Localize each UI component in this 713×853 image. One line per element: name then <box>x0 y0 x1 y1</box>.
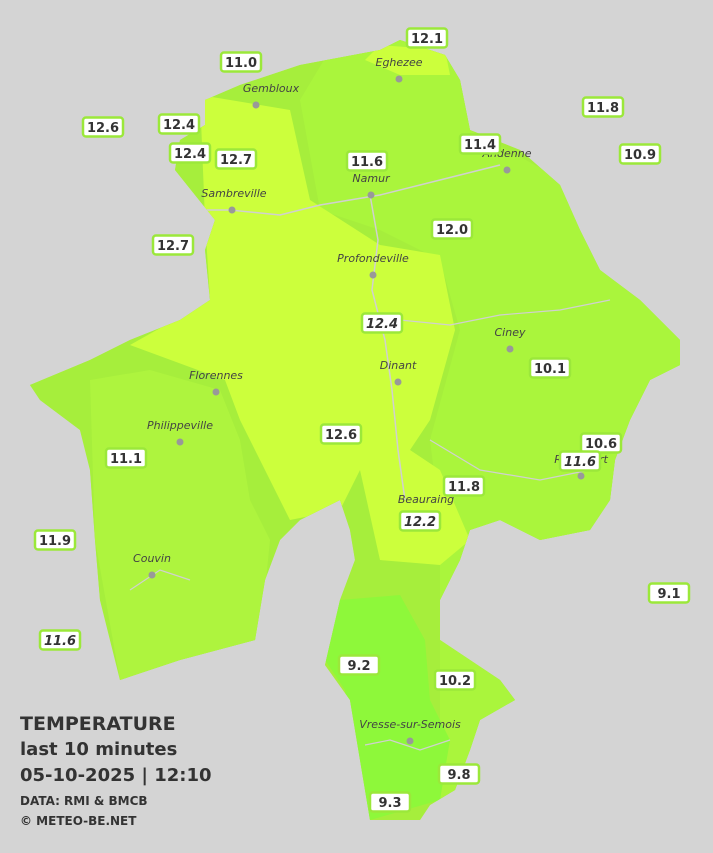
station-value: 11.6 <box>564 455 596 470</box>
station-box <box>581 96 625 118</box>
station-value: 11.1 <box>110 452 142 467</box>
station-box <box>433 669 477 691</box>
station-value: 9.3 <box>378 796 401 811</box>
station-box <box>437 763 481 785</box>
station-value: 12.6 <box>87 121 119 136</box>
city-dot <box>406 737 414 745</box>
city-dot <box>212 388 220 396</box>
station-value: 11.9 <box>39 534 71 549</box>
title-line: DATA: RMI & BMCB <box>20 794 148 808</box>
title-line: © METEO-BE.NET <box>20 814 137 828</box>
city-dot <box>506 345 514 353</box>
station-value: 12.2 <box>404 515 436 530</box>
station-box <box>458 133 502 155</box>
station-box <box>157 113 201 135</box>
legend: TEMPERATURE last 10 minutes 05-10-2025 | 1… <box>20 713 212 828</box>
station-box <box>104 447 148 469</box>
station-box <box>151 234 195 256</box>
station-value: 12.4 <box>174 147 206 162</box>
station-box <box>337 654 381 676</box>
station-box <box>219 51 263 73</box>
title-line: TEMPERATURE <box>20 713 176 735</box>
station-value: 10.9 <box>624 148 656 163</box>
station-box <box>618 143 662 165</box>
station-box <box>214 148 258 170</box>
station-value: 11.0 <box>225 56 257 71</box>
station-value: 10.1 <box>534 362 566 377</box>
city-dot <box>367 191 375 199</box>
station-box <box>430 218 474 240</box>
city-name: Dinant <box>380 359 417 372</box>
station-box <box>168 142 212 164</box>
station-value: 11.4 <box>464 138 496 153</box>
station-value: 11.6 <box>44 634 76 649</box>
city-dot <box>176 438 184 446</box>
station-box <box>442 475 486 497</box>
city-dot <box>395 75 403 83</box>
station-value: 9.2 <box>347 659 370 674</box>
station-box <box>647 582 691 604</box>
city-name: Namur <box>352 172 391 185</box>
station-box <box>33 529 77 551</box>
station-value: 12.4 <box>163 118 195 133</box>
city-dot <box>577 472 585 480</box>
city-dot <box>394 378 402 386</box>
station-value: 12.7 <box>220 153 252 168</box>
station-value: 9.1 <box>657 587 680 602</box>
station-value: 10.6 <box>585 437 617 452</box>
station-value: 9.8 <box>447 768 470 783</box>
station-value: 11.8 <box>448 480 480 495</box>
city-name: Beauraing <box>398 493 454 506</box>
city-dot <box>148 571 156 579</box>
station-box <box>360 312 404 334</box>
city-dot <box>503 166 511 174</box>
city-name: Ciney <box>495 326 526 339</box>
title-line: last 10 minutes <box>20 739 177 760</box>
station-box <box>345 150 389 172</box>
station-box <box>558 450 602 472</box>
city-name: Couvin <box>133 552 171 565</box>
station-box <box>319 423 363 445</box>
city-name: Sambreville <box>201 187 266 200</box>
station-value: 12.1 <box>411 32 443 47</box>
title-line: 05-10-2025 | 12:10 <box>20 765 212 786</box>
station-value: 11.8 <box>587 101 619 116</box>
station-value: 10.2 <box>439 674 471 689</box>
city-dot <box>228 206 236 214</box>
city-name: Profondeville <box>337 252 409 265</box>
station-value: 12.0 <box>436 223 468 238</box>
station-box <box>398 510 442 532</box>
city-name: Philippeville <box>147 419 213 432</box>
city-name: Gembloux <box>243 82 300 95</box>
station-box <box>81 116 125 138</box>
city-name: Vresse-sur-Semois <box>359 718 461 731</box>
station-value: 11.6 <box>351 155 383 170</box>
station-value: 12.7 <box>157 239 189 254</box>
city-dot <box>252 101 260 109</box>
station-value: 12.6 <box>325 428 357 443</box>
city-dot <box>369 271 377 279</box>
station-box <box>405 27 449 49</box>
city-name: Florennes <box>189 369 243 382</box>
station-value: 12.4 <box>366 317 398 332</box>
city-name: Eghezee <box>376 56 423 69</box>
station-box <box>528 357 572 379</box>
station-box <box>579 432 623 454</box>
station-box <box>368 791 412 813</box>
station-box <box>38 629 82 651</box>
